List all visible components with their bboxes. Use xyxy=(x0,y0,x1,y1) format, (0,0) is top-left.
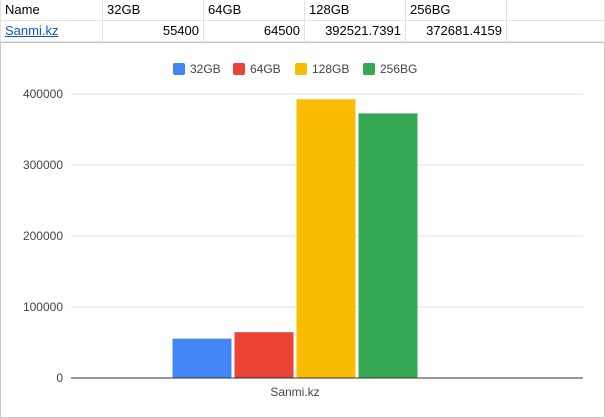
bar-32gb xyxy=(172,338,232,378)
legend-swatch-32gb xyxy=(173,63,185,75)
x-tick-label: Sanmi.kz xyxy=(270,385,319,399)
legend-label-32gb: 32GB xyxy=(190,62,221,76)
value-cell-128gb[interactable]: 392521.7391 xyxy=(305,21,406,42)
y-tick-label: 300000 xyxy=(23,158,63,172)
legend-swatch-64gb xyxy=(233,63,245,75)
y-tick-label: 0 xyxy=(56,371,63,385)
header-cell-32gb[interactable]: 32GB xyxy=(103,0,204,21)
value-cell-32gb[interactable]: 55400 xyxy=(103,21,204,42)
bar-128gb xyxy=(296,99,356,378)
y-tick-label: 400000 xyxy=(23,87,63,101)
empty-cell[interactable] xyxy=(507,21,605,42)
bar-chart: 0 100000 200000 300000 400000 Sanmi.kz 32GB 64G… xyxy=(23,62,583,399)
embedded-chart[interactable]: 0 100000 200000 300000 400000 Sanmi.kz 32GB 64G… xyxy=(0,42,605,418)
header-cell-name[interactable]: Name xyxy=(0,0,103,21)
header-cell-256bg[interactable]: 256BG xyxy=(406,0,507,21)
y-tick-label: 100000 xyxy=(23,300,63,314)
legend-label-256bg: 256BG xyxy=(380,62,417,76)
empty-cell[interactable] xyxy=(507,0,605,21)
legend-label-64gb: 64GB xyxy=(250,62,281,76)
bar-64gb xyxy=(234,332,294,378)
header-cell-128gb[interactable]: 128GB xyxy=(305,0,406,21)
bar-256bg xyxy=(358,113,418,379)
y-tick-label: 200000 xyxy=(23,229,63,243)
store-link[interactable]: Sanmi.kz xyxy=(5,23,59,38)
value-cell-64gb[interactable]: 64500 xyxy=(204,21,305,42)
legend-swatch-256bg xyxy=(363,63,375,75)
table-row-name-cell[interactable]: Sanmi.kz xyxy=(0,21,103,42)
value-cell-256bg[interactable]: 372681.4159 xyxy=(406,21,507,42)
legend-label-128gb: 128GB xyxy=(312,62,349,76)
header-cell-64gb[interactable]: 64GB xyxy=(204,0,305,21)
legend-swatch-128gb xyxy=(295,63,307,75)
